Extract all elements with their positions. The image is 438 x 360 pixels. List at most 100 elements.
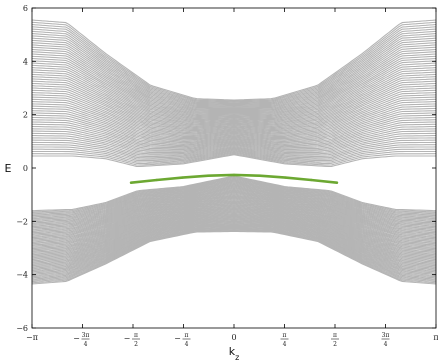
lower-band-line bbox=[31, 207, 437, 254]
y-tick-label: 2 bbox=[23, 111, 28, 120]
upper-band-line bbox=[31, 19, 437, 101]
lower-band-line bbox=[31, 225, 437, 278]
upper-band-line bbox=[31, 62, 437, 120]
upper-band-line bbox=[32, 148, 436, 163]
upper-band-line bbox=[31, 78, 437, 127]
lower-band-line bbox=[31, 228, 437, 281]
band-layer bbox=[31, 19, 437, 285]
x-tick-minus: − bbox=[73, 334, 80, 343]
lower-band-line bbox=[31, 183, 437, 223]
x-tick-denominator: 2 bbox=[333, 341, 337, 348]
lower-band-line bbox=[31, 229, 437, 283]
y-tick-label: 6 bbox=[23, 4, 28, 13]
upper-band-line bbox=[31, 69, 437, 123]
lower-band-line bbox=[31, 210, 437, 258]
x-tick-numerator: π bbox=[283, 332, 287, 339]
upper-band-line bbox=[32, 150, 436, 165]
upper-band-line bbox=[31, 80, 437, 128]
x-tick-numerator: π bbox=[333, 332, 337, 339]
lower-band-line bbox=[31, 217, 437, 268]
lower-band-line bbox=[31, 223, 437, 275]
upper-band-line bbox=[31, 139, 437, 158]
lower-band-line bbox=[31, 206, 437, 253]
lower-band-line bbox=[31, 180, 437, 218]
x-tick-label: π bbox=[433, 333, 438, 342]
upper-band-line bbox=[31, 82, 437, 129]
x-tick-numerator: π bbox=[134, 332, 138, 339]
lower-band-line bbox=[31, 217, 437, 267]
lower-band-line bbox=[31, 179, 437, 217]
lower-band-line bbox=[31, 205, 437, 251]
lower-band-line bbox=[31, 199, 437, 243]
lower-band-line bbox=[31, 181, 437, 220]
upper-band-line bbox=[31, 112, 437, 143]
surface-state-point bbox=[207, 174, 210, 177]
y-tick-label: 0 bbox=[23, 164, 28, 173]
surface-state-point bbox=[258, 174, 261, 177]
upper-band-line bbox=[31, 98, 437, 136]
lower-band-line bbox=[31, 176, 437, 213]
upper-band-line bbox=[31, 51, 437, 114]
upper-band-line bbox=[31, 94, 437, 134]
lower-band-line bbox=[31, 194, 437, 237]
lower-band-line bbox=[31, 200, 437, 245]
y-tick-label: −6 bbox=[16, 324, 28, 333]
lower-band-line bbox=[31, 177, 437, 214]
lower-band-line bbox=[31, 230, 437, 285]
y-tick-label: −4 bbox=[16, 271, 28, 280]
surface-state-point bbox=[155, 178, 159, 182]
lower-band-line bbox=[31, 195, 437, 239]
x-tick-denominator: 4 bbox=[185, 341, 189, 348]
lower-band-line bbox=[31, 211, 437, 259]
lower-band-line bbox=[31, 226, 437, 279]
lower-band-line bbox=[31, 213, 437, 262]
lower-band-line bbox=[31, 185, 437, 225]
upper-band-line bbox=[31, 128, 437, 151]
lower-band-line bbox=[31, 196, 437, 240]
lower-band-line bbox=[31, 220, 437, 272]
lower-band-line bbox=[31, 190, 437, 231]
lower-band-line bbox=[31, 189, 437, 230]
x-tick-denominator: 4 bbox=[283, 341, 287, 348]
upper-band-line bbox=[31, 26, 437, 104]
y-tick-label: −2 bbox=[16, 217, 28, 226]
lower-band-line bbox=[31, 216, 437, 265]
upper-band-line bbox=[31, 105, 437, 140]
upper-band-line bbox=[31, 76, 437, 126]
lower-band-line bbox=[31, 219, 437, 270]
x-tick-fraction: −3π 4 bbox=[73, 332, 90, 348]
upper-band-line bbox=[32, 137, 436, 156]
upper-band-line bbox=[31, 64, 437, 121]
y-axis: −6 −4 −2 0 2 4 6 bbox=[16, 4, 436, 333]
upper-band-line bbox=[31, 121, 437, 148]
lower-band-line bbox=[31, 198, 437, 242]
upper-band-line bbox=[32, 144, 436, 160]
upper-band-line bbox=[31, 107, 437, 141]
x-tick-fraction: 3π4 bbox=[381, 332, 390, 348]
upper-band-line bbox=[32, 153, 436, 166]
x-tick-numerator: 3π bbox=[82, 332, 90, 339]
lower-band-line bbox=[31, 202, 437, 247]
upper-band-line bbox=[31, 132, 437, 154]
upper-band-line bbox=[31, 42, 437, 110]
upper-band-line bbox=[31, 71, 437, 124]
upper-band-line bbox=[31, 30, 437, 106]
x-tick-label: −π bbox=[26, 333, 38, 342]
upper-band-line bbox=[31, 119, 437, 147]
lower-band-line bbox=[31, 209, 437, 257]
upper-band-line bbox=[31, 110, 437, 142]
upper-band-line bbox=[31, 28, 437, 105]
y-tick-label: 4 bbox=[23, 57, 28, 66]
x-tick-denominator: 2 bbox=[134, 341, 138, 348]
lower-band-line bbox=[31, 208, 437, 256]
lower-band-line bbox=[31, 180, 437, 219]
upper-band-line bbox=[31, 53, 437, 115]
lower-band-line bbox=[31, 193, 437, 236]
upper-band-line bbox=[32, 123, 436, 149]
upper-band-line bbox=[31, 87, 437, 131]
lower-band-line bbox=[31, 191, 437, 232]
upper-band-line bbox=[31, 35, 437, 107]
x-tick-fraction: π2 bbox=[331, 332, 340, 348]
